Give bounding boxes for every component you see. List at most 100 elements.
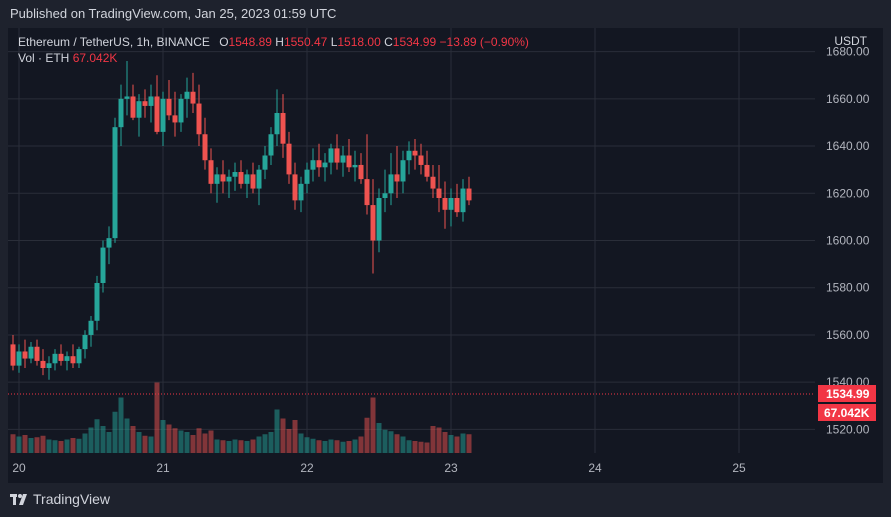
candle-body	[310, 160, 316, 170]
candle-body	[178, 98, 184, 123]
candle-body	[208, 160, 214, 184]
volume-bar	[298, 433, 304, 453]
volume-bar	[316, 440, 322, 453]
candle-body	[232, 172, 238, 177]
candle-body	[64, 356, 70, 361]
candle-body	[286, 143, 292, 175]
volume-bar	[124, 418, 130, 453]
candle-body	[328, 148, 334, 163]
candle-body	[436, 188, 442, 198]
price-tick-label: 1560.00	[826, 328, 870, 342]
volume-bar	[82, 433, 88, 453]
volume-bar	[394, 434, 400, 453]
volume-bar	[460, 433, 466, 453]
volume-bar	[88, 427, 94, 453]
candle-body	[196, 103, 202, 135]
volume-bar	[70, 438, 76, 453]
volume-bar	[220, 440, 226, 453]
tradingview-logo-icon	[10, 493, 28, 505]
legend-close-value: 1534.99	[392, 35, 437, 49]
volume-bar	[412, 441, 418, 453]
volume-bar	[184, 432, 190, 453]
volume-bar	[106, 432, 112, 453]
candle-body	[424, 164, 430, 177]
volume-bar	[454, 436, 460, 453]
time-tick-label: 25	[732, 461, 746, 475]
published-text: Published on TradingView.com, Jan 25, 20…	[10, 6, 337, 21]
volume-bar	[424, 442, 430, 453]
candle-body	[370, 205, 376, 241]
time-tick-label: 23	[444, 461, 458, 475]
volume-bar	[136, 432, 142, 453]
footer[interactable]: TradingView	[10, 488, 110, 510]
published-banner: Published on TradingView.com, Jan 25, 20…	[0, 0, 891, 28]
volume-bar	[442, 432, 448, 453]
legend-symbol[interactable]: Ethereum / TetherUS, 1h, BINANCE	[18, 35, 210, 49]
candle-body	[10, 344, 16, 366]
legend-low-label: L	[330, 35, 338, 49]
volume-bar	[376, 423, 382, 453]
candle-body	[394, 174, 400, 182]
volume-bar	[352, 439, 358, 453]
candle-body	[256, 169, 262, 189]
candle-body	[142, 101, 148, 106]
volume-bar	[148, 436, 154, 453]
candle-body	[460, 188, 466, 213]
volume-bar	[256, 436, 262, 453]
volume-bar	[166, 424, 172, 453]
volume-bar	[94, 419, 100, 453]
candle-body	[214, 174, 220, 184]
legend-volume-label[interactable]: Vol · ETH	[18, 51, 70, 65]
volume-bar	[364, 417, 370, 453]
candle-body	[298, 183, 304, 201]
currency-label[interactable]: USDT	[834, 34, 867, 48]
time-tick-label: 21	[156, 461, 170, 475]
volume-bar	[64, 439, 70, 453]
candle-body	[184, 91, 190, 99]
volume-bar	[334, 440, 340, 453]
candle-body	[250, 174, 256, 189]
legend: Ethereum / TetherUS, 1h, BINANCE O1548.8…	[18, 34, 529, 66]
time-tick-label: 22	[300, 461, 314, 475]
volume-bar	[154, 382, 160, 453]
volume-bar	[322, 441, 328, 453]
candle-body	[40, 360, 46, 368]
candle-body	[202, 134, 208, 161]
candle-body	[220, 174, 226, 182]
candle-body	[412, 150, 418, 156]
candle-body	[376, 198, 382, 241]
volume-bar	[226, 441, 232, 453]
volume-bar	[178, 430, 184, 453]
candle-body	[34, 346, 40, 361]
candle-body	[124, 96, 130, 99]
candle-body	[262, 155, 268, 170]
legend-row-price: Ethereum / TetherUS, 1h, BINANCE O1548.8…	[18, 34, 529, 50]
volume-bar	[250, 439, 256, 453]
candlestick-chart[interactable]: 1520.001540.001560.001580.001600.001620.…	[8, 28, 883, 483]
candle-body	[304, 169, 310, 184]
price-tick-label: 1640.00	[826, 139, 870, 153]
volume-bar	[274, 409, 280, 453]
volume-bar	[28, 438, 34, 453]
volume-bar	[358, 436, 364, 453]
volume-bar	[160, 420, 166, 453]
legend-high-value: 1550.47	[283, 35, 328, 49]
candle-body	[346, 155, 352, 168]
volume-bar	[130, 426, 136, 453]
volume-bar	[40, 435, 46, 453]
candle-body	[154, 96, 160, 132]
candle-body	[238, 172, 244, 184]
candle-body	[382, 193, 388, 198]
legend-open-value: 1548.89	[228, 35, 272, 49]
volume-bar	[328, 439, 334, 453]
volume-bar	[58, 441, 64, 453]
candle-body	[88, 320, 94, 335]
chart-panel[interactable]: 1520.00 1540.00 1560.00 1580.00 1600.00 1620.…	[8, 28, 883, 483]
volume-bar	[112, 411, 118, 453]
volume-bar	[304, 437, 310, 453]
candle-body	[136, 101, 142, 118]
volume-bar	[448, 435, 454, 453]
volume-bar	[310, 438, 316, 453]
candle-body	[334, 148, 340, 163]
legend-high-label: H	[275, 35, 284, 49]
